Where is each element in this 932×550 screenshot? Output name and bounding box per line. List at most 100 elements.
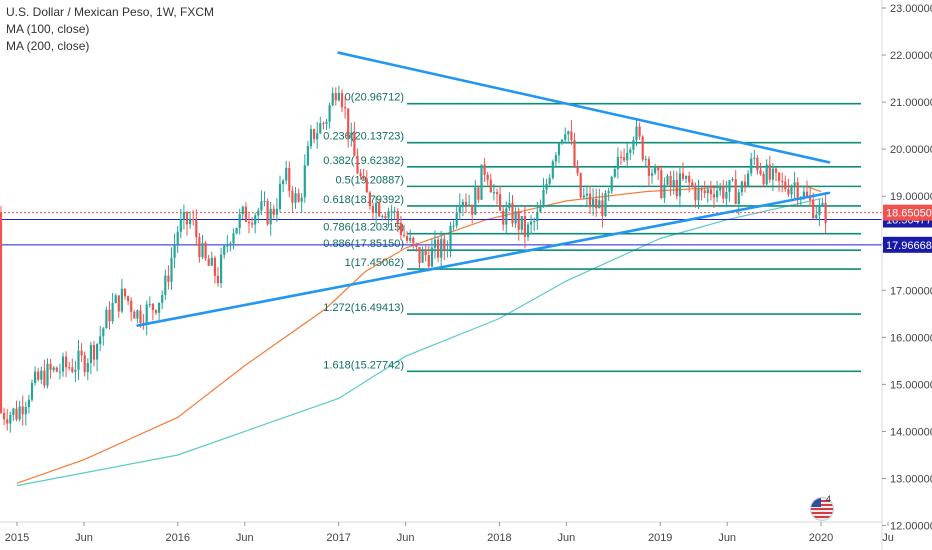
last-price-label-bg xyxy=(883,204,932,221)
candle-body xyxy=(46,363,49,386)
ma100-legend[interactable]: MA (100, close) xyxy=(6,22,90,36)
candle-body xyxy=(328,105,331,122)
x-tick-label: 2020 xyxy=(809,532,833,544)
y-tick-label: 12.00000 xyxy=(890,521,932,533)
candle-body xyxy=(61,356,65,372)
candle-body xyxy=(241,206,244,215)
candle-body xyxy=(731,179,734,181)
candle-body xyxy=(154,310,158,313)
candle-body xyxy=(740,181,743,193)
candle-body xyxy=(123,288,127,297)
candle-body xyxy=(204,242,207,259)
us-flag-icon[interactable] xyxy=(810,497,834,521)
candle-body xyxy=(195,219,198,238)
candle-body xyxy=(43,370,46,386)
candle-body xyxy=(334,93,337,101)
y-tick-label: 15.00000 xyxy=(890,379,932,391)
candle-body xyxy=(728,180,731,192)
y-tick-label: 21.00000 xyxy=(890,97,932,109)
candle-body xyxy=(508,202,511,209)
candle-body xyxy=(483,164,486,175)
candle-body xyxy=(533,221,536,223)
candle-body xyxy=(257,210,260,216)
candle-body xyxy=(815,214,818,219)
candle-body xyxy=(480,164,483,200)
candle-body xyxy=(294,193,297,203)
candle-body xyxy=(759,170,762,174)
candle-body xyxy=(278,183,282,209)
candle-body xyxy=(530,221,533,225)
candle-body xyxy=(790,186,793,195)
candle-body xyxy=(629,149,632,153)
fib-level-label: 1(17.45062) xyxy=(345,257,404,269)
candle-body xyxy=(74,369,77,372)
candle-body xyxy=(421,250,424,263)
candle-body xyxy=(291,190,294,203)
candle-body xyxy=(207,258,210,266)
candle-body xyxy=(502,210,505,225)
candle-body xyxy=(567,131,570,135)
candle-body xyxy=(368,192,371,206)
candle-body xyxy=(114,295,117,304)
candle-body xyxy=(319,123,322,134)
candle-body xyxy=(198,237,201,258)
candle-body xyxy=(387,211,390,218)
candle-body xyxy=(120,288,123,312)
candle-body xyxy=(616,157,619,170)
y-tick-label: 19.00000 xyxy=(890,191,932,203)
y-tick-label: 20.00000 xyxy=(890,144,932,156)
candle-body xyxy=(449,225,452,250)
candle-body xyxy=(477,187,480,200)
candle-body xyxy=(654,166,657,174)
candle-body xyxy=(99,336,102,344)
candle-body xyxy=(688,175,691,183)
candle-body xyxy=(117,295,120,312)
candle-body xyxy=(40,370,43,380)
candle-body xyxy=(80,350,83,356)
candle-body xyxy=(381,216,384,218)
candle-body xyxy=(158,302,161,313)
candle-body xyxy=(65,356,68,368)
y-tick-label: 13.00000 xyxy=(890,474,932,486)
candle-body xyxy=(406,236,409,241)
candle-body xyxy=(108,309,111,322)
candle-body xyxy=(464,201,468,206)
y-tick-label: 14.00000 xyxy=(890,426,932,438)
candle-body xyxy=(446,249,449,251)
candle-body xyxy=(573,140,576,167)
candle-body xyxy=(288,167,291,191)
candle-body xyxy=(173,244,176,258)
candle-body xyxy=(331,93,334,106)
candle-body xyxy=(384,216,387,218)
candle-body xyxy=(402,234,406,237)
candle-body xyxy=(192,219,195,221)
candle-body xyxy=(675,179,678,197)
candle-body xyxy=(774,168,778,173)
candle-body xyxy=(353,132,356,156)
candle-body xyxy=(592,199,595,208)
candle-body xyxy=(765,164,768,185)
candle-body xyxy=(415,243,418,248)
candle-body xyxy=(545,183,548,190)
candle-body xyxy=(210,257,213,266)
candle-body xyxy=(551,161,554,179)
candle-body xyxy=(272,208,275,215)
candle-body xyxy=(111,303,114,322)
candle-body xyxy=(626,152,629,161)
trendline xyxy=(136,191,831,327)
candle-body xyxy=(427,255,430,267)
candle-body xyxy=(15,408,18,420)
ma200-legend[interactable]: MA (200, close) xyxy=(6,39,90,53)
candle-body xyxy=(0,212,3,413)
candle-body xyxy=(440,239,443,258)
candle-body xyxy=(12,408,15,415)
candle-body xyxy=(809,196,812,200)
candle-body xyxy=(347,108,350,138)
candle-body xyxy=(539,206,542,212)
x-tick-label: Jun xyxy=(558,532,576,544)
candle-body xyxy=(179,219,182,232)
candle-body xyxy=(647,159,650,176)
candle-body xyxy=(170,257,173,282)
